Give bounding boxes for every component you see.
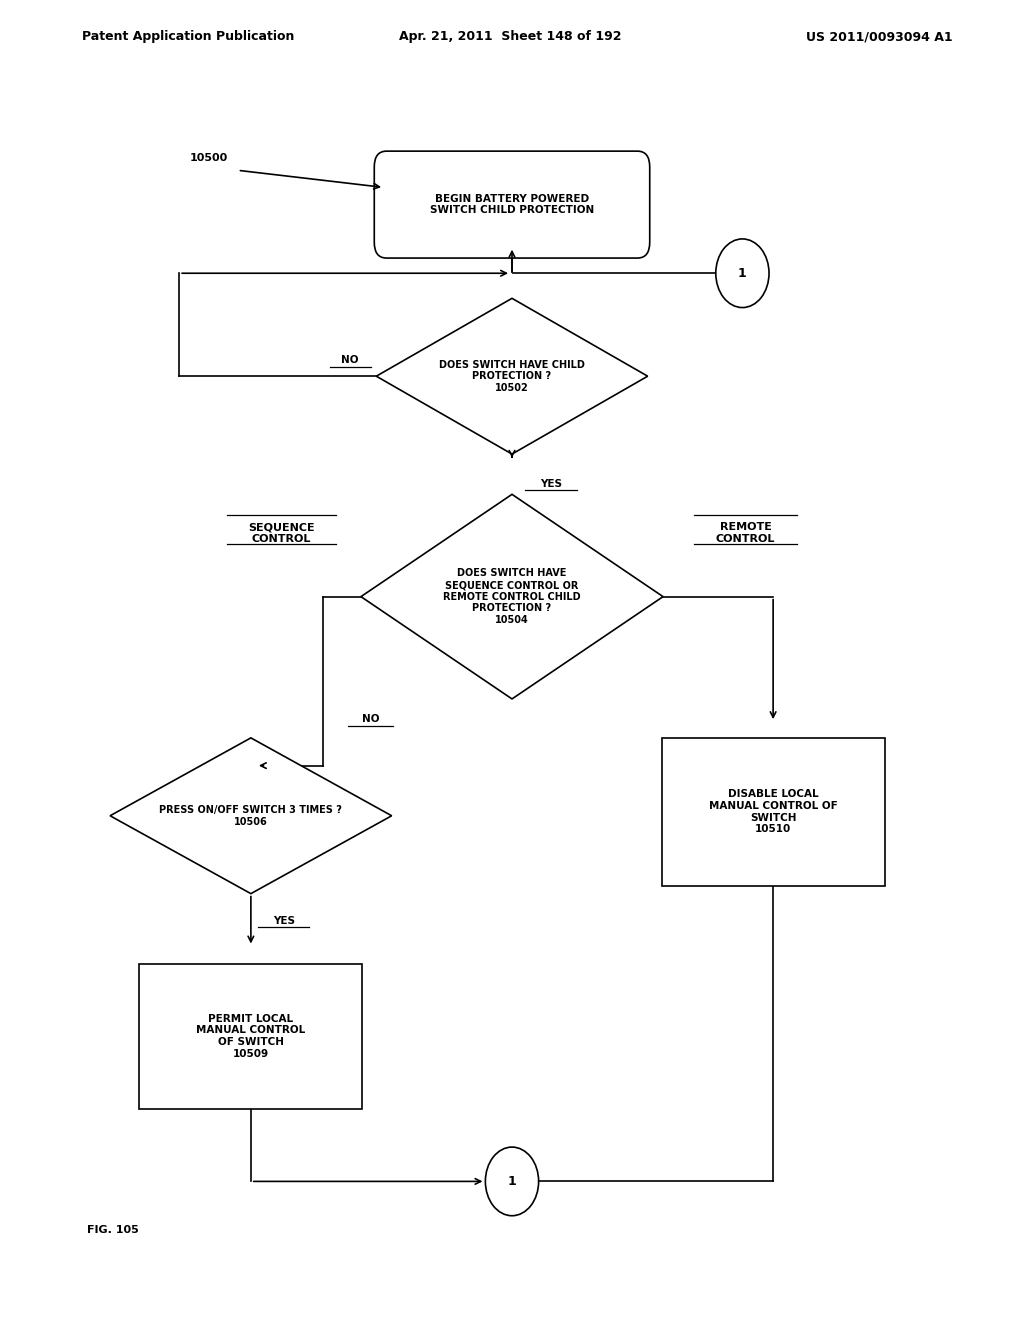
- Text: YES: YES: [540, 479, 562, 490]
- Text: PERMIT LOCAL
MANUAL CONTROL
OF SWITCH
10509: PERMIT LOCAL MANUAL CONTROL OF SWITCH 10…: [197, 1014, 305, 1059]
- Text: SEQUENCE
CONTROL: SEQUENCE CONTROL: [248, 523, 315, 544]
- Text: 1: 1: [508, 1175, 516, 1188]
- Polygon shape: [377, 298, 648, 454]
- Text: DOES SWITCH HAVE
SEQUENCE CONTROL OR
REMOTE CONTROL CHILD
PROTECTION ?
10504: DOES SWITCH HAVE SEQUENCE CONTROL OR REM…: [443, 569, 581, 624]
- Polygon shape: [110, 738, 391, 894]
- Text: DOES SWITCH HAVE CHILD
PROTECTION ?
10502: DOES SWITCH HAVE CHILD PROTECTION ? 1050…: [439, 359, 585, 393]
- Text: 10500: 10500: [189, 153, 227, 164]
- Bar: [139, 964, 362, 1109]
- Text: PRESS ON/OFF SWITCH 3 TIMES ?
10506: PRESS ON/OFF SWITCH 3 TIMES ? 10506: [160, 805, 342, 826]
- Text: YES: YES: [272, 916, 295, 927]
- Text: NO: NO: [361, 714, 380, 725]
- Text: Patent Application Publication: Patent Application Publication: [82, 30, 294, 44]
- Text: NO: NO: [341, 355, 359, 366]
- FancyBboxPatch shape: [375, 152, 650, 259]
- Text: DISABLE LOCAL
MANUAL CONTROL OF
SWITCH
10510: DISABLE LOCAL MANUAL CONTROL OF SWITCH 1…: [709, 789, 838, 834]
- Text: Apr. 21, 2011  Sheet 148 of 192: Apr. 21, 2011 Sheet 148 of 192: [399, 30, 622, 44]
- Bar: [662, 738, 885, 886]
- Circle shape: [485, 1147, 539, 1216]
- Text: FIG. 105: FIG. 105: [87, 1225, 139, 1236]
- Circle shape: [716, 239, 769, 308]
- Text: 1: 1: [738, 267, 746, 280]
- Text: BEGIN BATTERY POWERED
SWITCH CHILD PROTECTION: BEGIN BATTERY POWERED SWITCH CHILD PROTE…: [430, 194, 594, 215]
- Polygon shape: [361, 494, 664, 700]
- Text: REMOTE
CONTROL: REMOTE CONTROL: [716, 523, 775, 544]
- Text: US 2011/0093094 A1: US 2011/0093094 A1: [806, 30, 952, 44]
